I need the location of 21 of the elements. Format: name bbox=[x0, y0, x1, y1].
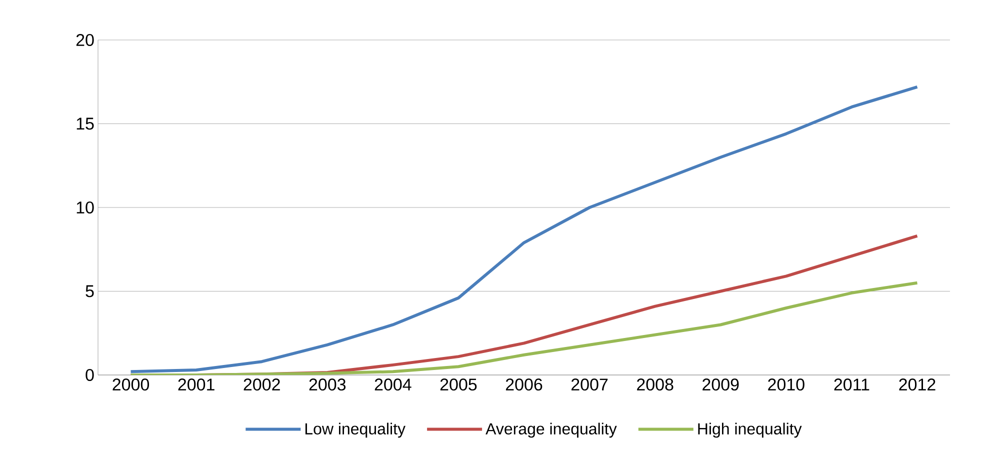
x-tick-label: 2000 bbox=[112, 378, 150, 391]
legend-label: High inequality bbox=[698, 422, 802, 438]
legend-label: Average inequality bbox=[486, 422, 617, 438]
legend-label: Low inequality bbox=[305, 422, 406, 438]
y-tick-label: 10 bbox=[76, 201, 94, 214]
x-tick-label: 2007 bbox=[571, 378, 608, 391]
x-tick-label: 2005 bbox=[440, 378, 477, 391]
y-tick-label: 0 bbox=[86, 368, 94, 382]
x-tick-label: 2008 bbox=[637, 378, 674, 391]
x-tick-label: 2001 bbox=[178, 378, 214, 391]
x-tick-label: 2003 bbox=[309, 378, 346, 391]
y-tick-label: 5 bbox=[86, 285, 94, 298]
x-tick-label: 2012 bbox=[899, 378, 936, 391]
y-tick-label: 15 bbox=[76, 118, 94, 130]
x-tick-label: 2006 bbox=[506, 378, 542, 391]
x-tick-label: 2009 bbox=[702, 378, 739, 391]
y-tick-label: 20 bbox=[76, 34, 94, 46]
x-tick-label: 2004 bbox=[374, 378, 412, 391]
x-tick-label: 2011 bbox=[834, 378, 870, 391]
x-tick-label: 2010 bbox=[768, 378, 804, 391]
x-tick-label: 2002 bbox=[244, 378, 280, 391]
